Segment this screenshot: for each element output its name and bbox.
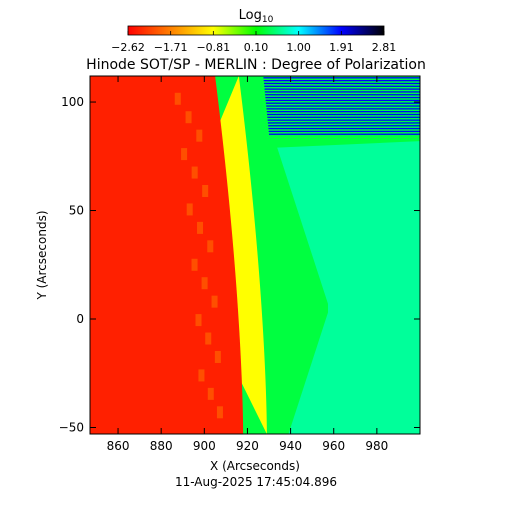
no-data-stripe — [265, 99, 420, 102]
disk-streak — [174, 92, 181, 105]
disk-streak — [196, 129, 203, 142]
no-data-stripe — [264, 91, 420, 93]
no-data-stripe — [267, 113, 420, 116]
disk-streak — [201, 277, 208, 290]
disk-streak — [185, 111, 192, 124]
colorbar-tick-label: −0.81 — [196, 41, 230, 54]
no-data-stripe — [266, 105, 420, 107]
region-disk — [90, 76, 244, 434]
no-data-stripe — [265, 102, 420, 104]
x-tick-label: 940 — [279, 439, 302, 453]
no-data-stripe — [266, 108, 420, 110]
disk-streak — [207, 240, 214, 253]
disk-streak — [191, 166, 198, 179]
y-tick-label: 0 — [76, 312, 84, 326]
colorbar-tick-label: −2.62 — [111, 41, 145, 54]
x-tick-label: 980 — [365, 439, 388, 453]
colorbar-tick-label: 1.91 — [329, 41, 354, 54]
disk-streak — [216, 406, 223, 419]
disk-streak — [214, 350, 221, 363]
no-data-stripe — [268, 125, 420, 127]
no-data-stripe — [266, 111, 420, 113]
colorbar-title: Log10 — [239, 8, 274, 25]
no-data-stripe — [267, 122, 420, 124]
x-tick-label: 880 — [150, 439, 173, 453]
colorbar-tick-label: 0.10 — [244, 41, 269, 54]
no-data-stripe — [264, 88, 420, 90]
disk-streak — [181, 148, 188, 161]
plot-frame — [89, 75, 421, 435]
no-data-stripe — [267, 119, 420, 121]
disk-streak — [198, 369, 205, 382]
disk-streak — [202, 184, 209, 197]
heatmap-image — [90, 76, 420, 434]
x-tick-label: 920 — [236, 439, 259, 453]
x-tick-label: 900 — [193, 439, 216, 453]
y-axis-label: Y (Arcseconds) — [35, 210, 49, 300]
x-tick-label: 960 — [322, 439, 345, 453]
no-data-stripe — [269, 133, 420, 135]
disk-streak — [205, 332, 212, 345]
colorbar-tick-label: 2.81 — [372, 41, 397, 54]
timestamp: 11-Aug-2025 17:45:04.896 — [175, 475, 337, 489]
y-tick-label: −50 — [59, 420, 84, 434]
no-data-stripe — [265, 96, 420, 99]
colorbar-tick-label: −1.71 — [154, 41, 188, 54]
no-data-stripe — [268, 130, 420, 133]
no-data-stripe — [263, 77, 420, 79]
disk-streak — [197, 221, 204, 234]
colorbar-tick-label: 1.00 — [286, 41, 311, 54]
y-tick-label: 100 — [61, 95, 84, 109]
no-data-stripe — [263, 79, 420, 82]
y-tick-label: 50 — [69, 204, 84, 218]
no-data-stripe — [265, 94, 420, 96]
disk-streak — [195, 314, 202, 327]
no-data-stripe — [268, 127, 420, 130]
chart-title: Hinode SOT/SP - MERLIN : Degree of Polar… — [86, 57, 426, 73]
disk-streak — [186, 203, 193, 216]
disk-streak — [211, 295, 218, 308]
no-data-stripe — [264, 85, 420, 87]
disk-streak — [207, 387, 214, 400]
x-tick-label: 860 — [107, 439, 130, 453]
region-outer-corona — [277, 141, 420, 434]
x-axis-label: X (Arcseconds) — [210, 459, 300, 473]
disk-streak — [191, 258, 198, 271]
no-data-stripe — [267, 116, 420, 118]
no-data-stripe — [263, 82, 420, 85]
